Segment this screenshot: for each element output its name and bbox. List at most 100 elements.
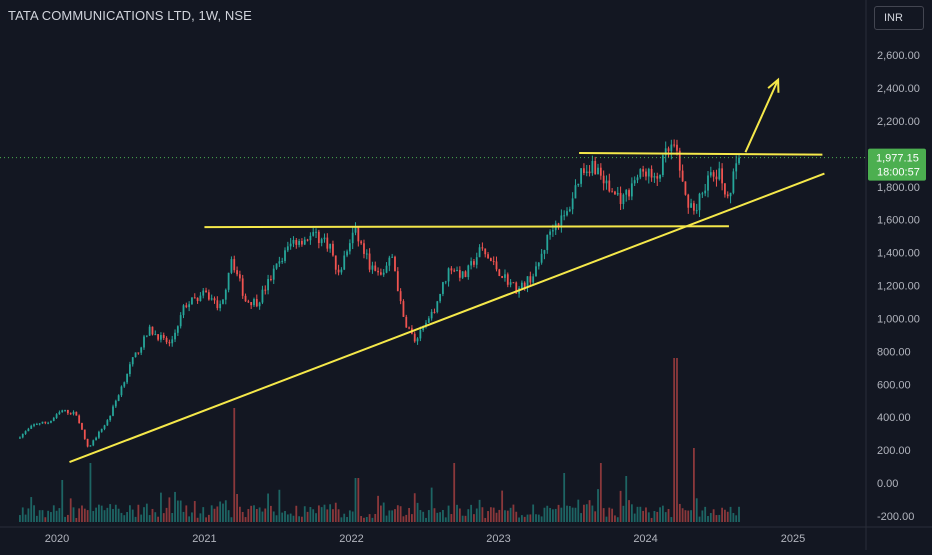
- time-tick-label: 2021: [192, 533, 216, 545]
- candle-body: [636, 177, 639, 181]
- candle-body: [24, 431, 27, 434]
- candle-body: [210, 298, 213, 300]
- volume-bar: [681, 508, 684, 522]
- volume-bar: [619, 490, 622, 522]
- candle-body: [413, 333, 416, 342]
- candle-body: [224, 289, 227, 300]
- volume-bar: [709, 513, 712, 522]
- volume-bar: [554, 508, 557, 522]
- candle-body: [346, 251, 348, 256]
- candle-body: [27, 428, 30, 432]
- currency-button[interactable]: INR: [874, 6, 924, 30]
- volume-bar: [196, 517, 199, 522]
- projection-arrow[interactable]: [744, 79, 780, 153]
- volume-bar: [458, 508, 461, 522]
- volume-bar: [560, 507, 563, 522]
- candle-body: [664, 148, 667, 156]
- candle-body: [365, 253, 368, 255]
- candle-body: [165, 337, 168, 343]
- candle-body: [278, 261, 281, 264]
- volume-bar: [552, 509, 554, 522]
- candle-body: [30, 425, 33, 429]
- candle-body: [698, 193, 701, 211]
- volume-bar: [642, 510, 645, 522]
- volume-bar: [123, 515, 126, 522]
- candle-body: [61, 410, 64, 413]
- candle-body: [216, 300, 219, 309]
- volume-bar: [495, 512, 498, 522]
- volume-bar: [117, 508, 120, 522]
- volume-bar: [597, 489, 599, 522]
- candle-body: [270, 278, 272, 280]
- volume-bar: [44, 517, 47, 522]
- trend-line[interactable]: [204, 225, 729, 229]
- volume-bar: [47, 510, 50, 522]
- volume-bar: [261, 511, 264, 522]
- candle-body: [670, 144, 673, 152]
- candle-body: [35, 424, 38, 426]
- candle-body: [676, 144, 678, 151]
- candle-body: [219, 303, 222, 309]
- candle-body: [614, 191, 616, 195]
- trend-line[interactable]: [579, 152, 823, 156]
- price-axis[interactable]: 2,600.002,400.002,200.002,000.001,800.00…: [865, 0, 920, 550]
- time-axis[interactable]: 2020 2021 2022 2023 2024 2025: [0, 526, 932, 545]
- candle-body: [416, 338, 419, 342]
- volume-bar: [222, 503, 224, 522]
- volume-bar: [647, 512, 650, 522]
- volume-bar: [216, 506, 219, 522]
- candle-body: [301, 240, 303, 245]
- candle-body: [642, 169, 645, 172]
- candle-body: [537, 262, 540, 267]
- candle-body: [543, 250, 546, 254]
- volume-bar: [103, 510, 106, 522]
- candle-body: [447, 268, 450, 282]
- volume-bar: [470, 504, 473, 522]
- candle-body: [179, 315, 182, 327]
- candle-body: [405, 316, 408, 328]
- volume-bar: [92, 511, 95, 522]
- volume-bar: [185, 505, 188, 522]
- volume-bar: [653, 511, 656, 522]
- price-tick-label: 1,800.00: [877, 182, 920, 194]
- candle-body: [622, 194, 625, 204]
- volume-bar: [264, 508, 267, 522]
- candle-body: [653, 176, 656, 178]
- volume-bar: [529, 514, 532, 522]
- volume-bar: [250, 505, 253, 522]
- candle-body: [315, 231, 317, 233]
- candle-body: [628, 190, 630, 197]
- volume-bar: [329, 504, 332, 522]
- volume-bar: [337, 509, 340, 522]
- volume-bar: [272, 511, 275, 522]
- candle-body: [114, 400, 117, 407]
- volume-bar: [712, 509, 715, 522]
- volume-bar: [27, 508, 30, 522]
- candle-body: [258, 302, 261, 307]
- trend-line[interactable]: [69, 172, 825, 464]
- volume-bar: [86, 510, 89, 522]
- volume-bar: [518, 517, 520, 522]
- candle-body: [715, 176, 718, 180]
- trendline-drawings[interactable]: [69, 77, 825, 464]
- volume-bar: [109, 504, 112, 522]
- volume-bar: [346, 516, 348, 522]
- volume-bar: [165, 507, 168, 522]
- candle-body: [498, 269, 501, 276]
- candle-body: [19, 437, 21, 439]
- volume-bar: [343, 513, 346, 522]
- candle-body: [171, 339, 174, 344]
- volume-bar: [351, 511, 354, 522]
- candle-body: [264, 289, 267, 291]
- volume-bar: [732, 512, 735, 522]
- time-tick-label: 2022: [339, 533, 363, 545]
- candle-body: [616, 192, 619, 195]
- volume-bar: [368, 514, 371, 522]
- candle-body: [250, 302, 253, 306]
- candle-body: [523, 282, 526, 288]
- candle-body: [292, 239, 295, 244]
- candle-body: [568, 209, 571, 212]
- candle-body: [100, 428, 103, 432]
